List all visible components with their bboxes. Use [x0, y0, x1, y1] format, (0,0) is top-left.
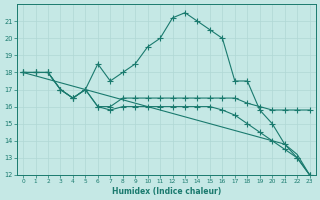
X-axis label: Humidex (Indice chaleur): Humidex (Indice chaleur) — [112, 187, 221, 196]
